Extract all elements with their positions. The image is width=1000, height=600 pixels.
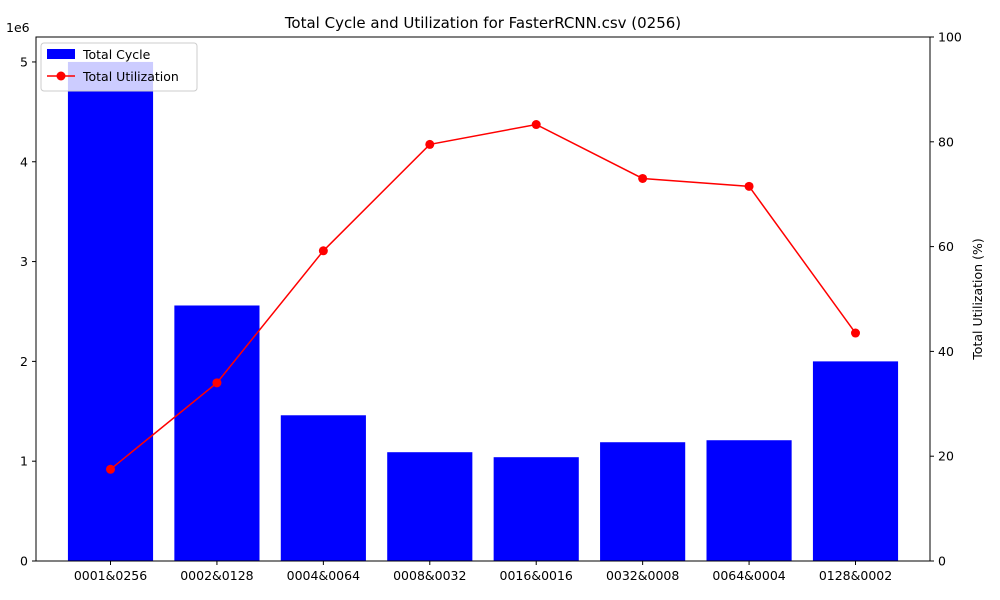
- x-tick-label: 0004&0064: [287, 568, 360, 583]
- right-y-tick-label: 20: [938, 449, 954, 464]
- left-y-tick-label: 5: [20, 54, 28, 69]
- left-y-tick-label: 4: [20, 154, 28, 169]
- left-y-tick-label: 0: [20, 554, 28, 569]
- x-tick-label: 0002&0128: [180, 568, 253, 583]
- x-tick-label: 0008&0032: [393, 568, 466, 583]
- x-tick-label: 0016&0016: [500, 568, 573, 583]
- right-y-tick-label: 60: [938, 239, 954, 254]
- right-y-tick-label: 40: [938, 344, 954, 359]
- right-y-tick-label: 80: [938, 134, 954, 149]
- utilization-point-0032&0008: [638, 173, 648, 183]
- legend-swatch-total-cycle: [47, 49, 75, 59]
- bar-0008&0032: [387, 452, 473, 561]
- legend-marker-total-utilization: [56, 71, 66, 81]
- bar-0004&0064: [280, 415, 366, 561]
- legend-label-total-cycle: Total Cycle: [82, 47, 151, 62]
- utilization-point-0002&0128: [212, 378, 222, 388]
- legend-label-total-utilization: Total Utilization: [82, 69, 179, 84]
- bar-0064&0004: [706, 440, 792, 561]
- bar-0001&0256: [67, 61, 154, 561]
- utilization-point-0128&0002: [851, 328, 860, 338]
- right-axis-label: Total Utilization (%): [970, 238, 985, 360]
- bar-0016&0016: [493, 457, 579, 561]
- bar-series: [67, 61, 899, 561]
- right-y-tick-label: 100: [938, 30, 962, 45]
- utilization-point-0001&0256: [106, 464, 115, 474]
- right-y-tick-label: 0: [938, 554, 946, 569]
- x-tick-label: 0001&0256: [74, 568, 147, 583]
- x-tick-label: 0064&0004: [712, 568, 785, 583]
- bar-0002&0128: [174, 305, 260, 561]
- x-tick-label: 0128&0002: [819, 568, 892, 583]
- line-series: [106, 120, 860, 474]
- legend: Total Cycle Total Utilization: [40, 42, 198, 92]
- left-y-tick-label: 2: [20, 354, 28, 369]
- bar-0128&0002: [812, 361, 899, 561]
- utilization-point-0064&0004: [744, 181, 754, 191]
- chart-title: Total Cycle and Utilization for FasterRC…: [284, 14, 681, 32]
- x-tick-label: 0032&0008: [606, 568, 679, 583]
- right-y-axis: 0 20 40 60 80 100: [930, 30, 962, 569]
- left-y-axis: 0 1 2 3 4 5: [20, 54, 36, 569]
- plot-frame: [35, 36, 931, 562]
- utilization-point-0016&0016: [531, 120, 541, 130]
- utilization-point-0004&0064: [318, 246, 328, 256]
- bar-0032&0008: [600, 442, 686, 561]
- left-axis-offset-text: 1e6: [6, 20, 30, 35]
- utilization-line: [110, 123, 857, 470]
- legend-box: [40, 42, 198, 92]
- utilization-point-0008&0032: [425, 139, 435, 149]
- x-axis: 0001&0256 0002&0128 0004&0064 0008&0032 0016…: [74, 561, 892, 583]
- left-y-tick-label: 3: [20, 254, 28, 269]
- left-y-tick-label: 1: [20, 454, 28, 469]
